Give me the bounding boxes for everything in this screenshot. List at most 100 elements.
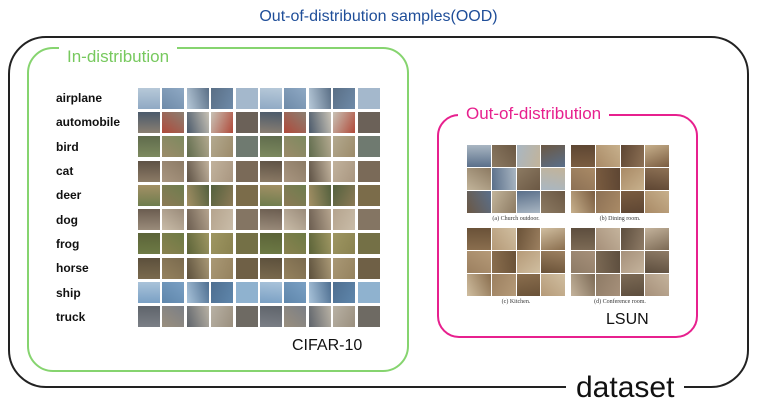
cifar-image-bird — [284, 136, 307, 158]
cifar-row-truck: truck — [56, 305, 382, 329]
lsun-image — [571, 145, 595, 167]
cifar-image-airplane — [211, 87, 234, 109]
lsun-image — [620, 251, 645, 273]
cifar-image-dog — [284, 209, 307, 231]
class-label-horse: horse — [56, 261, 89, 276]
cifar-image-airplane — [138, 87, 160, 109]
lsun-image — [595, 228, 620, 250]
cifar-row-automobile: automobile — [56, 110, 382, 134]
cifar-image-frog — [235, 233, 258, 255]
cifar-image-automobile — [333, 111, 356, 133]
cifar-image-ship — [308, 282, 331, 304]
cifar-image-truck — [162, 306, 185, 328]
cifar-image-airplane — [259, 87, 282, 109]
cifar-image-airplane — [162, 87, 185, 109]
cifar-image-frog — [211, 233, 234, 255]
cifar-image-airplane — [235, 87, 258, 109]
cifar-image-automobile — [138, 111, 160, 133]
lsun-image — [467, 228, 491, 250]
cifar-image-cat — [186, 160, 209, 182]
lsun-image — [595, 191, 620, 213]
cifar-image-horse — [308, 257, 331, 279]
cifar-image-bird — [211, 136, 234, 158]
cifar-image-deer — [284, 184, 307, 206]
cifar-image-dog — [138, 209, 160, 231]
cifar-image-deer — [259, 184, 282, 206]
lsun-label: LSUN — [606, 311, 649, 328]
cifar-image-deer — [138, 184, 160, 206]
lsun-image — [595, 145, 620, 167]
lsun-image — [516, 191, 541, 213]
cifar-image-ship — [333, 282, 356, 304]
cifar-image-automobile — [186, 111, 209, 133]
cifar-image-automobile — [308, 111, 331, 133]
cifar-image-horse — [259, 257, 282, 279]
class-label-automobile: automobile — [56, 115, 121, 130]
cifar-image-ship — [186, 282, 209, 304]
cifar-image-horse — [235, 257, 258, 279]
lsun-image — [491, 168, 516, 190]
lsun-image — [541, 228, 565, 250]
cifar-image-dog — [186, 209, 209, 231]
lsun-image — [516, 228, 541, 250]
cifar-image-airplane — [333, 87, 356, 109]
lsun-image — [516, 274, 541, 296]
lsun-image — [645, 251, 669, 273]
cifar-image-deer — [211, 184, 234, 206]
cifar-image-frog — [162, 233, 185, 255]
lsun-image — [491, 228, 516, 250]
lsun-image — [491, 274, 516, 296]
in-distribution-box — [27, 47, 409, 372]
cifar-image-ship — [235, 282, 258, 304]
cifar-image-ship — [284, 282, 307, 304]
cifar-image-airplane — [186, 87, 209, 109]
cifar-image-cat — [138, 160, 160, 182]
class-label-dog: dog — [56, 212, 78, 227]
lsun-image — [467, 274, 491, 296]
cifar-image-bird — [235, 136, 258, 158]
cifar-image-bird — [333, 136, 356, 158]
class-label-cat: cat — [56, 164, 74, 179]
cifar-image-bird — [259, 136, 282, 158]
lsun-image — [541, 168, 565, 190]
lsun-image — [571, 228, 595, 250]
cifar-image-frog — [138, 233, 160, 255]
cifar-image-ship — [357, 282, 380, 304]
cifar-image-bird — [308, 136, 331, 158]
cifar-row-bird: bird — [56, 135, 382, 159]
cifar-row-deer: deer — [56, 183, 382, 207]
class-label-truck: truck — [56, 309, 86, 324]
cifar-row-cat: cat — [56, 159, 382, 183]
lsun-image — [571, 191, 595, 213]
cifar-image-horse — [186, 257, 209, 279]
lsun-image — [541, 145, 565, 167]
cifar-image-bird — [357, 136, 380, 158]
lsun-image — [645, 274, 669, 296]
lsun-image — [467, 145, 491, 167]
lsun-image — [541, 191, 565, 213]
cifar-image-frog — [284, 233, 307, 255]
class-label-frog: frog — [56, 236, 80, 251]
lsun-image — [595, 251, 620, 273]
class-label-bird: bird — [56, 139, 79, 154]
cifar-image-truck — [333, 306, 356, 328]
cifar-image-deer — [162, 184, 185, 206]
cifar-image-horse — [138, 257, 160, 279]
cifar-image-dog — [235, 209, 258, 231]
cifar-image-airplane — [308, 87, 331, 109]
cifar-image-truck — [138, 306, 160, 328]
cifar-image-automobile — [259, 111, 282, 133]
lsun-image — [620, 145, 645, 167]
cifar-image-frog — [308, 233, 331, 255]
cifar-row-horse: horse — [56, 256, 382, 280]
lsun-image — [645, 191, 669, 213]
cifar-image-frog — [357, 233, 380, 255]
cifar-image-deer — [235, 184, 258, 206]
cifar-image-truck — [211, 306, 234, 328]
lsun-panel-3 — [467, 228, 565, 296]
lsun-image — [491, 251, 516, 273]
lsun-image — [645, 228, 669, 250]
cifar-image-horse — [284, 257, 307, 279]
class-label-airplane: airplane — [56, 91, 103, 106]
cifar-image-dog — [259, 209, 282, 231]
